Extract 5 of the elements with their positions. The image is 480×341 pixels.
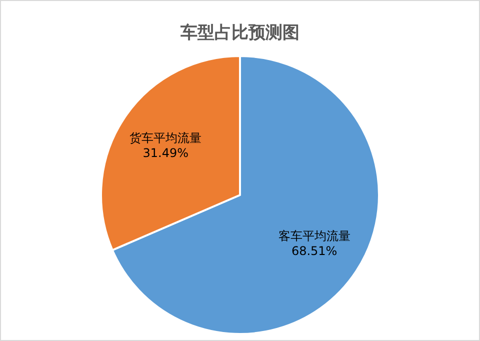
data-label: 68.51% (291, 244, 338, 258)
data-label: 31.49% (142, 146, 189, 160)
slice-label: 客车平均流量 (278, 228, 350, 243)
slice-label: 货车平均流量 (130, 131, 202, 146)
chart-title: 车型占比预测图 (180, 23, 300, 43)
